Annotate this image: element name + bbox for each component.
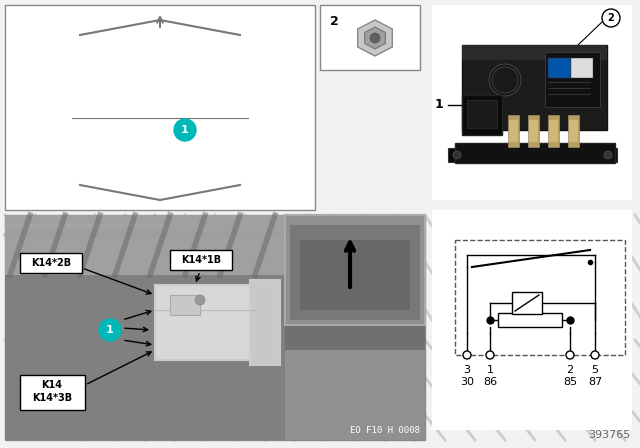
- Text: 1: 1: [486, 365, 493, 375]
- Bar: [285, 215, 425, 325]
- Text: 85: 85: [563, 377, 577, 387]
- Bar: [5, 215, 425, 440]
- Bar: [432, 5, 632, 200]
- Bar: [455, 240, 625, 355]
- Circle shape: [463, 351, 471, 359]
- Bar: [509, 120, 518, 142]
- Bar: [290, 225, 420, 320]
- Bar: [599, 148, 617, 162]
- Bar: [462, 95, 502, 135]
- Circle shape: [370, 33, 380, 43]
- Text: K14*1B: K14*1B: [181, 255, 221, 265]
- Bar: [20, 253, 82, 273]
- Circle shape: [489, 64, 521, 96]
- Bar: [462, 45, 607, 130]
- Bar: [285, 350, 425, 440]
- Circle shape: [453, 151, 461, 159]
- Text: 5: 5: [591, 365, 598, 375]
- Text: 1: 1: [181, 125, 189, 135]
- Bar: [512, 292, 542, 314]
- Text: 2: 2: [330, 15, 339, 28]
- Bar: [498, 313, 562, 327]
- Circle shape: [566, 351, 574, 359]
- Bar: [549, 120, 558, 142]
- Bar: [548, 58, 571, 78]
- Bar: [568, 115, 579, 147]
- Bar: [320, 5, 420, 70]
- Text: 1: 1: [435, 99, 444, 112]
- Bar: [20, 375, 85, 410]
- Bar: [529, 120, 538, 142]
- Circle shape: [602, 9, 620, 27]
- Text: 87: 87: [588, 377, 602, 387]
- Bar: [571, 58, 593, 78]
- Circle shape: [174, 119, 196, 141]
- Polygon shape: [365, 27, 385, 49]
- Text: K14: K14: [42, 380, 63, 390]
- Text: 2: 2: [566, 365, 573, 375]
- Bar: [508, 115, 519, 147]
- Text: K14*3B: K14*3B: [32, 393, 72, 403]
- Bar: [170, 295, 200, 315]
- Text: 1: 1: [106, 325, 114, 335]
- Bar: [170, 250, 232, 270]
- Bar: [5, 275, 285, 440]
- Bar: [548, 115, 559, 147]
- Text: 30: 30: [460, 377, 474, 387]
- Text: 86: 86: [483, 377, 497, 387]
- Polygon shape: [358, 20, 392, 56]
- Bar: [5, 5, 315, 210]
- Bar: [569, 120, 578, 142]
- Bar: [250, 280, 280, 365]
- Text: K14*2B: K14*2B: [31, 258, 71, 268]
- Bar: [285, 275, 425, 350]
- Bar: [455, 143, 615, 163]
- Text: 3: 3: [463, 365, 470, 375]
- Circle shape: [195, 295, 205, 305]
- Circle shape: [486, 351, 494, 359]
- Bar: [545, 52, 600, 107]
- Text: EO F10 H 0008: EO F10 H 0008: [350, 426, 420, 435]
- Circle shape: [591, 351, 599, 359]
- Circle shape: [492, 67, 518, 93]
- Bar: [432, 210, 632, 430]
- Text: 393765: 393765: [588, 430, 630, 440]
- Bar: [5, 215, 425, 275]
- Bar: [462, 45, 607, 60]
- Bar: [155, 285, 255, 360]
- Bar: [448, 148, 466, 162]
- Bar: [467, 100, 497, 128]
- Text: 2: 2: [607, 13, 614, 23]
- Bar: [528, 115, 539, 147]
- Bar: [300, 240, 410, 310]
- Circle shape: [604, 151, 612, 159]
- Circle shape: [99, 319, 121, 341]
